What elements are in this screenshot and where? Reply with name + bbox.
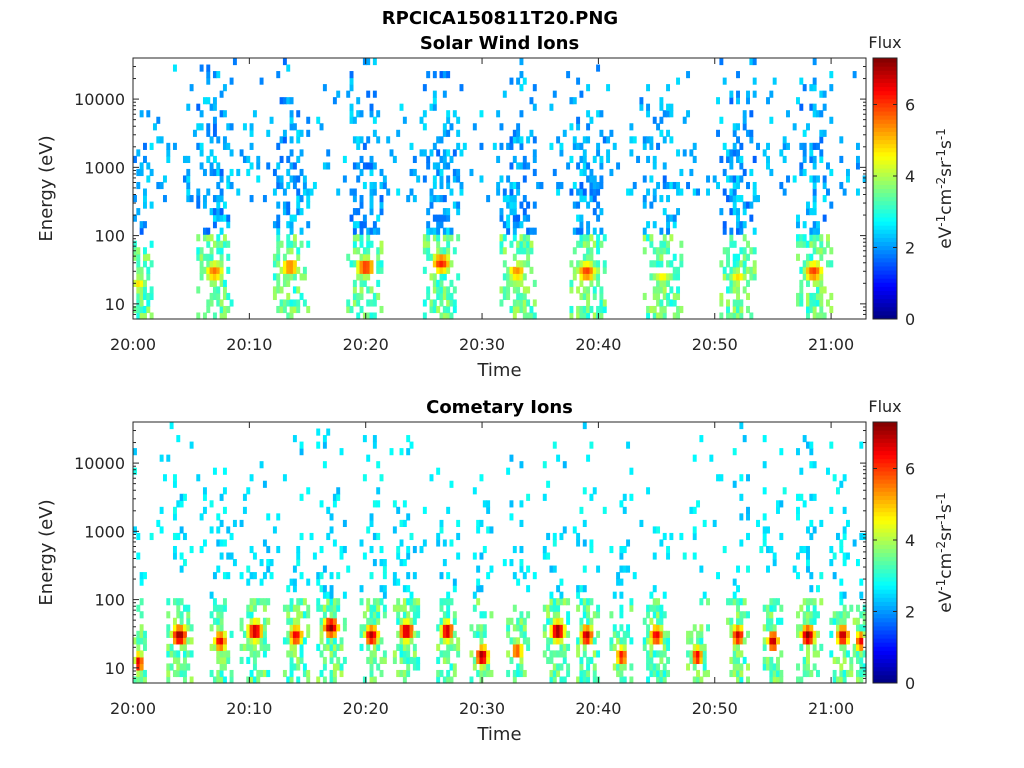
x-tick-label: 20:20 [343,699,389,718]
colorbar-tick-label: 4 [905,167,915,186]
x-axis: 20:00 20:10 20:20 20:30 20:40 20:50 21:00 Time [110,58,854,381]
y-tick-label: 100 [94,227,125,246]
x-tick-label: 20:30 [459,335,505,354]
y-tick-label: 10000 [74,454,125,473]
colorbar-title: Flux [868,397,901,416]
y-tick-label: 10 [105,295,125,314]
panel-title: Cometary Ions [426,397,573,418]
colorbar-tick-label: 4 [905,531,915,550]
y-tick-label: 1000 [84,522,125,541]
colorbar-tick-label: 6 [905,95,915,114]
colorbar-unit-label: eV-1cm-2sr-1s-1 [934,128,956,249]
x-tick-label: 20:10 [226,699,272,718]
colorbar-unit-label: eV-1cm-2sr-1s-1 [934,492,956,613]
heatmap [133,422,867,684]
colorbar-tick-label: 2 [905,238,915,257]
x-tick-label: 20:00 [110,335,156,354]
axes-frame [132,57,867,320]
y-axis-label: Energy (eV) [36,499,57,605]
panel-title: Solar Wind Ions [420,33,579,54]
axes-frame [132,421,867,684]
x-tick-label: 20:40 [575,699,621,718]
y-tick-label: 10000 [74,90,125,109]
y-axis: 10 100 1000 10000 Energy (eV) [36,57,866,320]
x-tick-label: 20:20 [343,335,389,354]
colorbar-tick-label: 2 [905,602,915,621]
heatmap [133,58,867,320]
x-tick-label: 21:00 [808,335,854,354]
panel-1: Solar Wind Ions 10 100 1000 10000 Energy (eV)… [36,33,956,381]
x-tick-label: 20:40 [575,335,621,354]
colorbar: 0 2 4 6 Flux eV-1cm-2sr-1s-1 [868,397,956,693]
y-tick-label: 10 [105,659,125,678]
x-axis-label: Time [476,360,521,381]
y-tick-label: 100 [94,591,125,610]
y-axis: 10 100 1000 10000 Energy (eV) [36,421,866,684]
y-tick-label: 1000 [84,158,125,177]
y-axis-label: Energy (eV) [36,135,57,241]
x-axis: 20:00 20:10 20:20 20:30 20:40 20:50 21:00 Time [110,422,854,745]
colorbar-title: Flux [868,33,901,52]
x-tick-label: 20:10 [226,335,272,354]
colorbar-tick-label: 0 [905,674,915,693]
x-tick-label: 20:30 [459,699,505,718]
figure-title: RPCICA150811T20.PNG [382,8,618,29]
x-tick-label: 21:00 [808,699,854,718]
x-axis-label: Time [476,724,521,745]
colorbar-tick-label: 0 [905,310,915,329]
colorbar-tick-label: 6 [905,459,915,478]
x-tick-label: 20:50 [692,335,738,354]
x-tick-label: 20:50 [692,699,738,718]
x-tick-label: 20:00 [110,699,156,718]
colorbar: 0 2 4 6 Flux eV-1cm-2sr-1s-1 [868,33,956,329]
